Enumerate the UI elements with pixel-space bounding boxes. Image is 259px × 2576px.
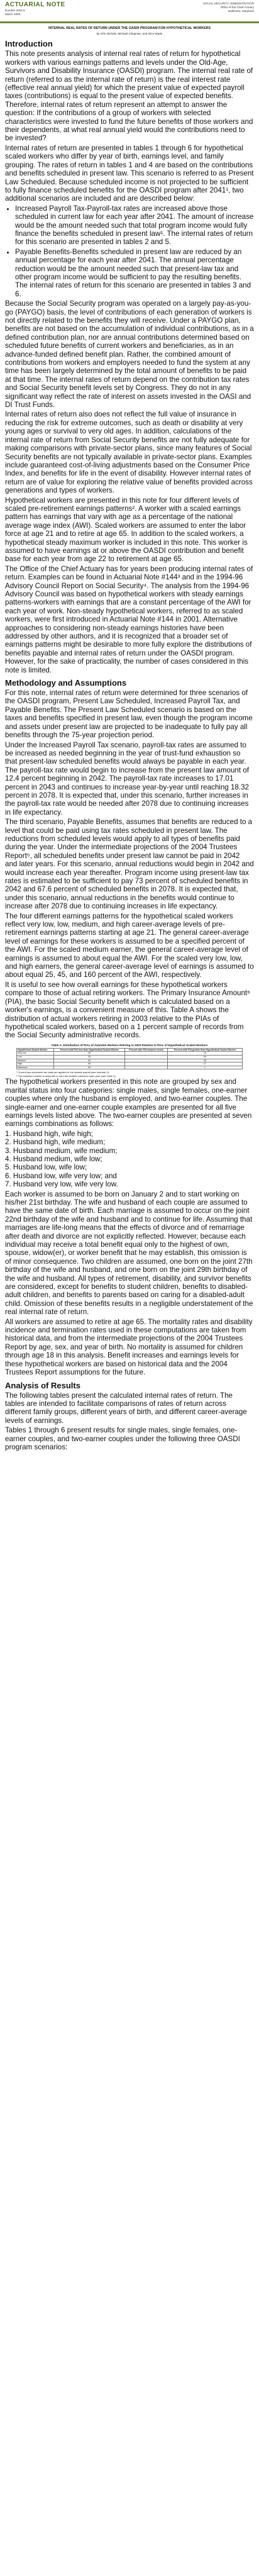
paragraph: For this note, internal rates of return … [5, 689, 253, 740]
paragraph: The Office of the Chief Actuary has for … [5, 564, 253, 674]
table-a: Table A. Distribution of PIAs of Awarded… [16, 1044, 243, 1070]
table-header-row: Hypothetical Scaled Worker Percent with P… [16, 1047, 243, 1052]
paragraph: Because the Social Security program was … [5, 299, 254, 410]
document-page: ACTUARIAL NOTE Number 2004.5 March 2005 … [0, 0, 259, 1452]
page-header: ACTUARIAL NOTE Number 2004.5 March 2005 … [0, 0, 259, 23]
list-item: Increased Payroll Tax-Payroll-tax rates … [15, 204, 254, 247]
paragraph: It is useful to see how overall earnings… [5, 980, 250, 1040]
table-cell: 17 [167, 1062, 243, 1066]
column-header: Percent with PIA less than Hypothetical … [53, 1047, 126, 1052]
table-row: Medium 64 36 [16, 1058, 243, 1063]
table-cell: 99 [53, 1065, 126, 1070]
list-item: 6. Husband low, wife very low; and [5, 1171, 117, 1180]
analysis-heading: Analysis of Results [5, 1380, 80, 1390]
agency-block: SOCIAL SECURITY ADMINISTRATION Office of… [203, 2, 254, 13]
table-row: Very low 25 75 [16, 1051, 243, 1056]
agency-line: Baltimore, Maryland [228, 9, 254, 13]
table-cell: Maximum [16, 1065, 55, 1070]
section-heading: Introduction [5, 39, 53, 49]
paragraph: All workers are assumed to retire at age… [5, 1317, 253, 1377]
footnote: ¹ Current-law scheduled tax rates are ap… [16, 1071, 110, 1074]
paragraph: The hypothetical workers presented in th… [5, 1078, 252, 1129]
table-cell: 1 [167, 1065, 243, 1070]
table-cell [124, 1065, 168, 1070]
list-item: 1. Husband high, wife high; [5, 1129, 93, 1138]
table-cell: 25 [53, 1051, 126, 1056]
paragraph: Internal rates of return also does not r… [5, 410, 253, 495]
agency-line: SOCIAL SECURITY ADMINISTRATION [202, 2, 254, 5]
bullet-list: Increased Payroll Tax-Payroll-tax rates … [15, 204, 254, 298]
section-heading: Methodology and Assumptions [5, 678, 127, 688]
list-item: Payable Benefits-Benefits scheduled in p… [15, 248, 254, 298]
analysis-content: The following tables present the calcula… [0, 1391, 259, 1452]
note-number: Number 2004.5 March 2005 [5, 9, 25, 16]
distribution-table: Hypothetical Scaled Worker Percent with P… [16, 1047, 243, 1070]
list-item: 5. Husband low, wife low; [5, 1163, 87, 1172]
agency-line: Office of the Chief Actuary [220, 5, 254, 9]
authors: by Orlo Nichols, Michael Clingman, and A… [96, 32, 163, 36]
table-cell: High [16, 1062, 55, 1066]
document-title: INTERNAL REAL RATES OF RETURN UNDER THE … [48, 26, 211, 30]
column-header: Percent with PIA between levels [124, 1047, 168, 1052]
table-cell: 35 [53, 1054, 126, 1059]
note-date-line: March 2005 [5, 12, 21, 16]
column-header: Hypothetical Scaled Worker [16, 1047, 55, 1052]
table-cell: Medium [16, 1058, 55, 1063]
paragraph: This note presents analysis of internal … [5, 50, 253, 143]
footnote: ² The maximum worker is assumed to earn … [16, 1074, 116, 1078]
table-cell: 75 [167, 1051, 243, 1056]
list-item: 2. Husband high, wife medium; [5, 1138, 106, 1147]
brand-title: ACTUARIAL NOTE [5, 1, 65, 8]
body-sections: Introduction This note presents analysis … [0, 39, 259, 1039]
list-item: 4. Husband medium, wife low; [5, 1154, 102, 1163]
paragraph: Tables 1 through 6 present results for s… [5, 1426, 240, 1451]
paragraph: Internal rates of return are presented i… [5, 143, 254, 203]
table-row: Maximum 99 1 [16, 1065, 243, 1070]
paragraph: The third scenario, Payable Benefits, as… [5, 818, 254, 911]
numbered-list: 1. Husband high, wife high; 2. Husband hi… [5, 1130, 254, 1189]
table-cell: 64 [53, 1058, 126, 1063]
table-cell: 65 [167, 1054, 243, 1059]
table-row: High 83 17 [16, 1062, 243, 1066]
paragraph: Each worker is assumed to be born on Jan… [5, 1190, 253, 1317]
table-row: Low 35 65 [16, 1054, 243, 1059]
table-cell: Low [16, 1054, 55, 1059]
column-header: Percent with PIA greater than Hypothetic… [167, 1047, 243, 1052]
table-caption: Table A. Distribution of PIAs of Awarded… [51, 1043, 208, 1047]
table-body: Very low 25 75 Low 35 65 Medium 64 36 High 83 17 Max… [16, 1051, 243, 1070]
list-item: 3. Husband medium, wife medium; [5, 1146, 118, 1155]
table-cell: 36 [167, 1058, 243, 1063]
paragraph: Hypothetical workers are presented in th… [5, 496, 248, 564]
list-item: 7. Husband very low, wife very low. [5, 1180, 118, 1189]
table-cell: 83 [53, 1062, 126, 1066]
note-number-line: Number 2004.5 [5, 9, 25, 12]
after-table-content: The hypothetical workers presented in th… [0, 1078, 259, 1376]
paragraph: The following tables present the calcula… [5, 1391, 247, 1425]
paragraph: The four different earnings patterns for… [5, 912, 254, 979]
paragraph: Under the Increased Payroll Tax scenario… [5, 740, 249, 817]
table-cell: Very low [16, 1051, 55, 1056]
